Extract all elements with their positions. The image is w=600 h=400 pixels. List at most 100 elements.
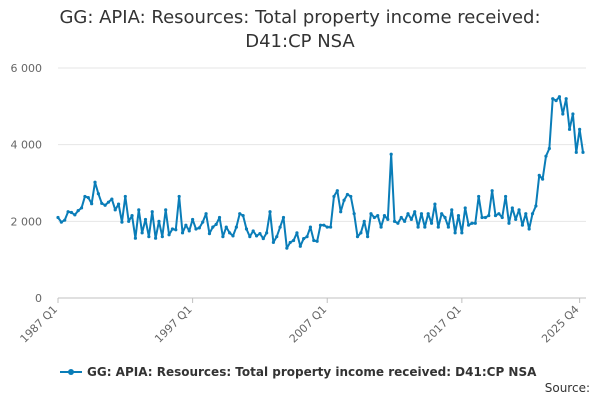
- data-point[interactable]: [164, 208, 168, 212]
- data-point[interactable]: [153, 236, 158, 240]
- data-point[interactable]: [96, 192, 100, 196]
- data-point[interactable]: [312, 238, 316, 243]
- data-point[interactable]: [534, 204, 538, 208]
- data-point[interactable]: [106, 200, 111, 204]
- data-point[interactable]: [217, 215, 222, 220]
- data-point[interactable]: [241, 213, 245, 218]
- data-point[interactable]: [466, 223, 471, 227]
- data-point[interactable]: [174, 228, 178, 232]
- data-point[interactable]: [315, 239, 319, 243]
- data-point[interactable]: [399, 215, 403, 220]
- data-point[interactable]: [514, 217, 518, 222]
- data-point[interactable]: [127, 219, 131, 223]
- data-point[interactable]: [423, 225, 427, 229]
- data-point[interactable]: [238, 212, 242, 216]
- data-point[interactable]: [497, 212, 501, 216]
- data-point[interactable]: [355, 235, 360, 239]
- data-point[interactable]: [305, 235, 309, 239]
- data-point[interactable]: [386, 217, 390, 222]
- data-point[interactable]: [352, 212, 356, 216]
- data-point[interactable]: [406, 212, 410, 216]
- data-point[interactable]: [571, 112, 575, 116]
- data-point[interactable]: [63, 218, 67, 222]
- data-point[interactable]: [167, 233, 171, 237]
- data-point[interactable]: [90, 202, 94, 206]
- data-point[interactable]: [234, 225, 238, 229]
- data-point[interactable]: [396, 221, 400, 225]
- data-point[interactable]: [130, 213, 134, 218]
- data-point[interactable]: [137, 208, 141, 212]
- data-point[interactable]: [214, 222, 218, 226]
- data-point[interactable]: [527, 227, 531, 231]
- data-point[interactable]: [544, 154, 548, 158]
- data-point[interactable]: [120, 220, 124, 224]
- data-point[interactable]: [473, 221, 477, 225]
- data-point[interactable]: [413, 210, 417, 214]
- data-point[interactable]: [436, 225, 440, 229]
- data-point[interactable]: [335, 189, 339, 193]
- data-point[interactable]: [258, 232, 262, 236]
- data-point[interactable]: [275, 235, 279, 239]
- data-point[interactable]: [228, 231, 232, 235]
- data-point[interactable]: [281, 215, 286, 220]
- data-point[interactable]: [480, 215, 484, 220]
- data-point[interactable]: [507, 221, 511, 225]
- data-point[interactable]: [248, 235, 252, 239]
- data-point[interactable]: [86, 195, 90, 200]
- data-point[interactable]: [288, 240, 292, 245]
- data-point[interactable]: [265, 231, 269, 235]
- data-point[interactable]: [295, 231, 299, 235]
- data-point[interactable]: [453, 231, 457, 235]
- data-point[interactable]: [110, 197, 114, 201]
- data-point[interactable]: [345, 192, 350, 197]
- data-point[interactable]: [157, 219, 161, 223]
- data-point[interactable]: [541, 177, 545, 181]
- data-point[interactable]: [561, 112, 565, 116]
- data-point[interactable]: [369, 212, 373, 216]
- data-point[interactable]: [177, 194, 181, 199]
- data-point[interactable]: [251, 229, 255, 233]
- data-point[interactable]: [83, 194, 87, 199]
- data-point[interactable]: [56, 215, 60, 220]
- data-point[interactable]: [409, 217, 413, 222]
- data-point[interactable]: [446, 225, 450, 229]
- data-point[interactable]: [578, 127, 582, 131]
- data-point[interactable]: [426, 212, 430, 216]
- data-point[interactable]: [493, 213, 498, 218]
- data-point[interactable]: [204, 212, 208, 216]
- data-point[interactable]: [547, 146, 551, 151]
- legend[interactable]: GG: APIA: Resources: Total property inco…: [60, 363, 536, 381]
- data-point[interactable]: [291, 238, 296, 243]
- data-point[interactable]: [392, 219, 397, 223]
- data-point[interactable]: [483, 215, 488, 220]
- data-point[interactable]: [278, 225, 282, 229]
- data-point[interactable]: [477, 194, 481, 199]
- data-point[interactable]: [349, 194, 353, 199]
- data-point[interactable]: [551, 97, 555, 101]
- data-point[interactable]: [79, 206, 84, 210]
- data-point[interactable]: [429, 221, 434, 225]
- data-point[interactable]: [342, 198, 346, 202]
- data-point[interactable]: [460, 231, 464, 235]
- data-point[interactable]: [69, 210, 74, 215]
- data-point[interactable]: [470, 221, 474, 225]
- data-point[interactable]: [503, 194, 508, 199]
- data-point[interactable]: [500, 215, 504, 220]
- data-point[interactable]: [261, 236, 265, 241]
- data-point[interactable]: [366, 235, 370, 239]
- data-point[interactable]: [268, 210, 272, 214]
- data-point[interactable]: [554, 98, 558, 103]
- data-point[interactable]: [170, 227, 175, 231]
- data-point[interactable]: [140, 231, 144, 235]
- data-point[interactable]: [194, 227, 198, 231]
- data-point[interactable]: [332, 194, 336, 199]
- data-point[interactable]: [184, 223, 188, 227]
- data-point[interactable]: [93, 180, 97, 184]
- data-point[interactable]: [231, 234, 235, 238]
- data-point[interactable]: [379, 225, 383, 229]
- data-point[interactable]: [116, 202, 121, 206]
- data-point[interactable]: [123, 194, 127, 199]
- data-point[interactable]: [372, 215, 376, 220]
- data-point[interactable]: [567, 127, 572, 131]
- data-point[interactable]: [530, 212, 535, 216]
